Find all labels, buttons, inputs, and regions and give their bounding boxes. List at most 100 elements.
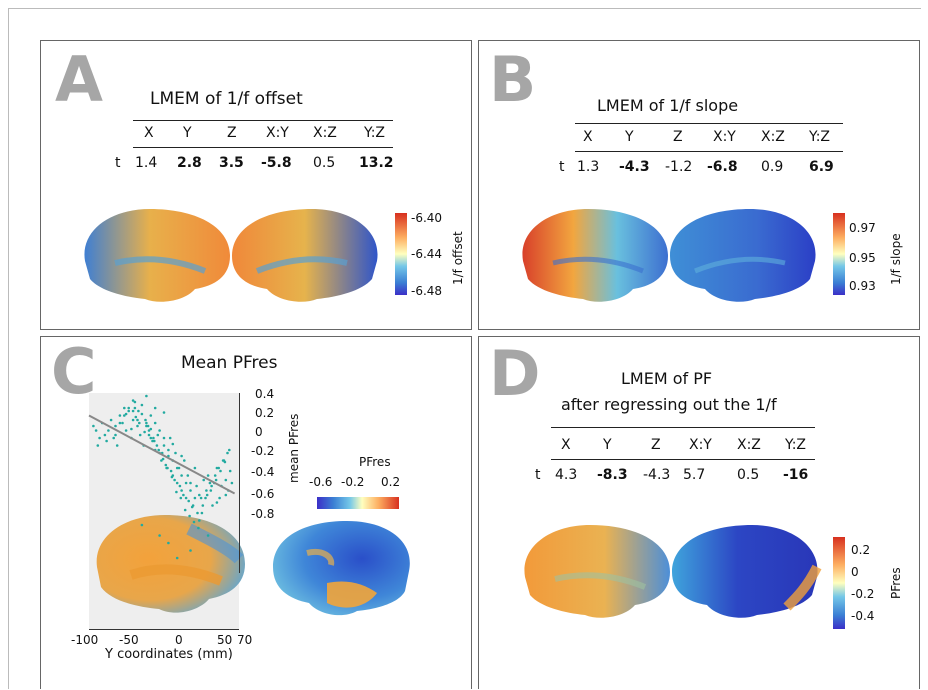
t-value: 0.9 <box>761 159 784 175</box>
t-value: -5.8 <box>261 155 292 171</box>
scatter-point <box>109 418 113 422</box>
panel-letter: B <box>489 43 537 116</box>
x-axis-label: Y coordinates (mm) <box>105 647 233 662</box>
brain-surface-left <box>522 209 668 302</box>
scatter-point <box>138 421 141 425</box>
x-tick: 70 <box>237 633 253 647</box>
scatter-point <box>201 504 205 507</box>
scatter-point <box>162 444 166 447</box>
row-label: t <box>535 467 541 483</box>
brain-surface-medial <box>273 521 410 616</box>
scatter-point <box>223 460 227 464</box>
scatter-point <box>180 474 183 477</box>
colorbar-tick: -0.4 <box>851 609 875 623</box>
scatter-point <box>124 429 128 432</box>
scatter-point <box>214 478 218 482</box>
scatter-point <box>144 418 147 422</box>
scatter-point <box>230 481 234 485</box>
scatter-point <box>217 466 220 470</box>
scatter-point <box>215 466 219 470</box>
scatter-point <box>199 496 203 500</box>
scatter-point <box>189 489 192 492</box>
colorbar-tick: -6.48 <box>411 284 443 298</box>
scatter-point <box>190 505 194 509</box>
row-label: t <box>115 155 121 171</box>
scatter-point <box>130 427 133 431</box>
scatter-point <box>206 474 210 477</box>
colorbar-tick: 0.2 <box>851 543 871 557</box>
scatter-point <box>215 501 219 504</box>
scatter-point <box>115 444 119 447</box>
col-header: Y:Z <box>364 125 385 141</box>
col-header: Y <box>183 125 192 141</box>
scatter-point <box>183 459 186 462</box>
t-value: 0.5 <box>313 155 336 171</box>
scatter-point <box>161 457 165 461</box>
y-tick: -0.4 <box>251 465 275 479</box>
scatter-point <box>218 496 221 500</box>
colorbar <box>833 213 845 295</box>
scatter-point <box>224 478 228 482</box>
col-header: Y <box>625 129 634 145</box>
colorbar-tick: -0.2 <box>851 587 875 601</box>
col-header: X <box>561 437 571 453</box>
scatter-point <box>105 439 108 443</box>
colorbar-title: PFres <box>359 455 391 469</box>
scatter-point <box>179 496 183 500</box>
scatter-point <box>149 414 153 417</box>
scatter-point <box>182 493 185 497</box>
scatter-point <box>131 418 135 422</box>
panel-letter: A <box>55 43 103 116</box>
scatter-point <box>118 421 122 425</box>
table-mid-rule <box>551 459 815 460</box>
col-header: X <box>144 125 154 141</box>
panel-c: C Mean PFres 0.4 0.2 0 -0.2 -0.4 -0.6 -0… <box>40 336 472 689</box>
scatter-marks <box>88 394 236 560</box>
colorbar-tick: 0.93 <box>849 279 876 293</box>
scatter-point <box>206 534 210 537</box>
y-tick: -0.8 <box>251 507 275 521</box>
scatter-point <box>204 496 207 500</box>
col-header: X:Y <box>689 437 712 453</box>
colorbar-tick: 0 <box>851 565 859 579</box>
scatter-point <box>153 406 157 410</box>
colorbar-title: 1/f offset <box>451 231 465 285</box>
scatter-point <box>145 394 148 398</box>
scatter-point <box>107 429 110 432</box>
scatter-point <box>183 508 187 512</box>
scatter-point <box>118 414 122 417</box>
scatter-point <box>180 489 183 492</box>
colorbar <box>833 537 845 629</box>
brain-surface-right <box>670 209 816 302</box>
colorbar-tick: -6.40 <box>411 211 443 225</box>
scatter-point <box>158 534 161 537</box>
panel-d: D LMEM of PF after regressing out the 1/… <box>478 336 920 689</box>
t-value: 13.2 <box>359 155 394 171</box>
t-value: -1.2 <box>665 159 693 175</box>
scatter-point <box>114 433 117 437</box>
brain-surface-left <box>524 525 670 618</box>
scatter-point <box>96 444 100 447</box>
scatter-point <box>167 448 170 452</box>
scatter-point <box>168 436 172 440</box>
scatter-point <box>157 448 160 452</box>
scatter-point <box>92 424 95 428</box>
t-value: 2.8 <box>177 155 202 171</box>
scatter-point <box>136 424 139 428</box>
scatter-point <box>196 511 199 515</box>
scatter-point <box>177 466 181 470</box>
brain-surface-right <box>672 525 822 618</box>
y-tick: -0.6 <box>251 487 275 501</box>
figure-frame <box>8 8 921 689</box>
scatter-point <box>114 424 117 428</box>
scatter-point <box>197 526 200 530</box>
scatter-point <box>200 511 204 515</box>
scatter-point <box>98 436 101 440</box>
col-header: Z <box>673 129 683 145</box>
scatter-point <box>162 436 166 440</box>
panel-title: LMEM of 1/f offset <box>150 89 303 109</box>
panel-a: A LMEM of 1/f offset X Y Z X:Y X:Z Y:Z t… <box>40 40 472 330</box>
scatter-point <box>127 409 130 413</box>
y-axis <box>239 393 240 573</box>
x-axis <box>89 629 239 630</box>
